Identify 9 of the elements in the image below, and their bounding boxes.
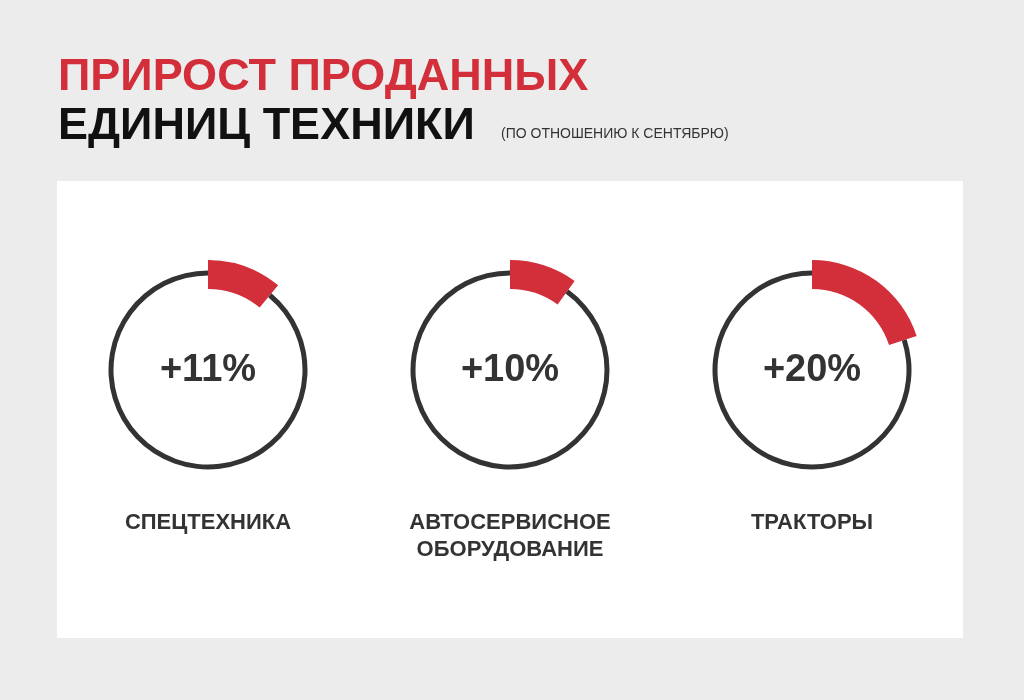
data-label: +20% bbox=[762, 347, 862, 389]
text: СПЕЦТЕХНИКА bbox=[124, 509, 292, 534]
data-label: +11% bbox=[159, 347, 257, 389]
data-label: +10% bbox=[460, 347, 560, 389]
chart-title: ПРИРОСТ ПРОДАННЫХ bbox=[58, 49, 589, 100]
text: ТРАКТОРЫ bbox=[750, 509, 874, 534]
text: (ПО ОТНОШЕНИЮ К СЕНТЯБРЮ) bbox=[501, 125, 729, 141]
text: АВТОСЕРВИСНОЕ ОБОРУДОВАНИЕ bbox=[409, 509, 611, 561]
chart-subtitle: ЕДИНИЦ ТЕХНИКИ bbox=[58, 98, 475, 149]
